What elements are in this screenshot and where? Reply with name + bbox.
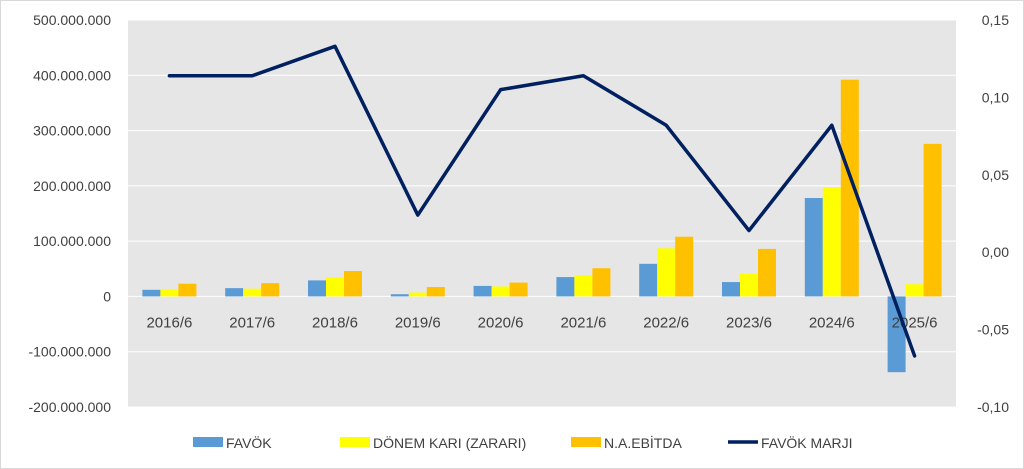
y-right-tick-label: 0,05 xyxy=(982,167,1009,183)
legend-swatch xyxy=(340,437,370,447)
bar xyxy=(473,285,492,297)
bar xyxy=(261,283,280,297)
bar xyxy=(639,263,658,297)
x-tick-label: 2021/6 xyxy=(560,314,606,331)
x-tick-label: 2025/6 xyxy=(892,314,938,331)
y-left-tick-label: 400.000.000 xyxy=(33,67,111,83)
y-left-tick-label: -100.000.000 xyxy=(28,344,111,360)
bar xyxy=(491,286,510,297)
y-left-tick-label: 500.000.000 xyxy=(33,12,111,28)
x-tick-label: 2018/6 xyxy=(312,314,358,331)
legend-swatch xyxy=(193,437,223,447)
bar xyxy=(592,268,611,297)
bar xyxy=(426,287,445,297)
bar xyxy=(722,282,740,297)
bar xyxy=(408,292,427,297)
y-left-tick-label: 100.000.000 xyxy=(33,233,111,249)
y-left-tick-label: 300.000.000 xyxy=(33,123,111,139)
bar xyxy=(740,273,758,297)
bar xyxy=(840,79,859,297)
y-right-tick-label: 0,00 xyxy=(982,244,1009,260)
bar xyxy=(225,288,244,297)
y-right-tick-label: -0,10 xyxy=(977,399,1009,415)
y-right-tick-label: -0,05 xyxy=(977,322,1009,338)
bar xyxy=(178,283,197,297)
bar xyxy=(326,277,344,297)
bar xyxy=(905,284,924,297)
bar xyxy=(822,187,841,297)
bar xyxy=(344,270,362,297)
bar xyxy=(509,282,528,297)
legend-label: N.A.EBİTDA xyxy=(604,434,682,451)
bar xyxy=(804,198,823,297)
y-right-tick-label: 0,10 xyxy=(982,89,1009,105)
y-left-tick-label: -200.000.000 xyxy=(28,399,111,415)
bar xyxy=(923,143,942,297)
bar xyxy=(308,280,326,297)
bar xyxy=(758,248,776,297)
y-left-tick-label: 0 xyxy=(103,288,111,304)
legend-swatch xyxy=(571,437,601,447)
x-tick-label: 2020/6 xyxy=(478,314,524,331)
x-tick-label: 2019/6 xyxy=(395,314,441,331)
bar xyxy=(657,248,676,297)
x-tick-label: 2023/6 xyxy=(726,314,772,331)
legend-label: DÖNEM KARI (ZARARI) xyxy=(373,434,526,451)
y-left-tick-label: 200.000.000 xyxy=(33,178,111,194)
legend-label: FAVÖK xyxy=(226,434,272,451)
bar xyxy=(390,294,409,297)
x-tick-label: 2016/6 xyxy=(146,314,192,331)
bar xyxy=(142,289,161,297)
bar xyxy=(675,236,694,297)
bar xyxy=(574,275,593,297)
x-tick-label: 2022/6 xyxy=(643,314,689,331)
series-line xyxy=(167,44,917,358)
legend-label: FAVÖK MARJI xyxy=(761,434,853,451)
bar xyxy=(160,289,179,297)
bar xyxy=(556,277,575,297)
bar xyxy=(243,288,262,297)
x-tick-label: 2024/6 xyxy=(809,314,855,331)
y-right-tick-label: 0,15 xyxy=(982,12,1009,28)
x-tick-label: 2017/6 xyxy=(229,314,275,331)
